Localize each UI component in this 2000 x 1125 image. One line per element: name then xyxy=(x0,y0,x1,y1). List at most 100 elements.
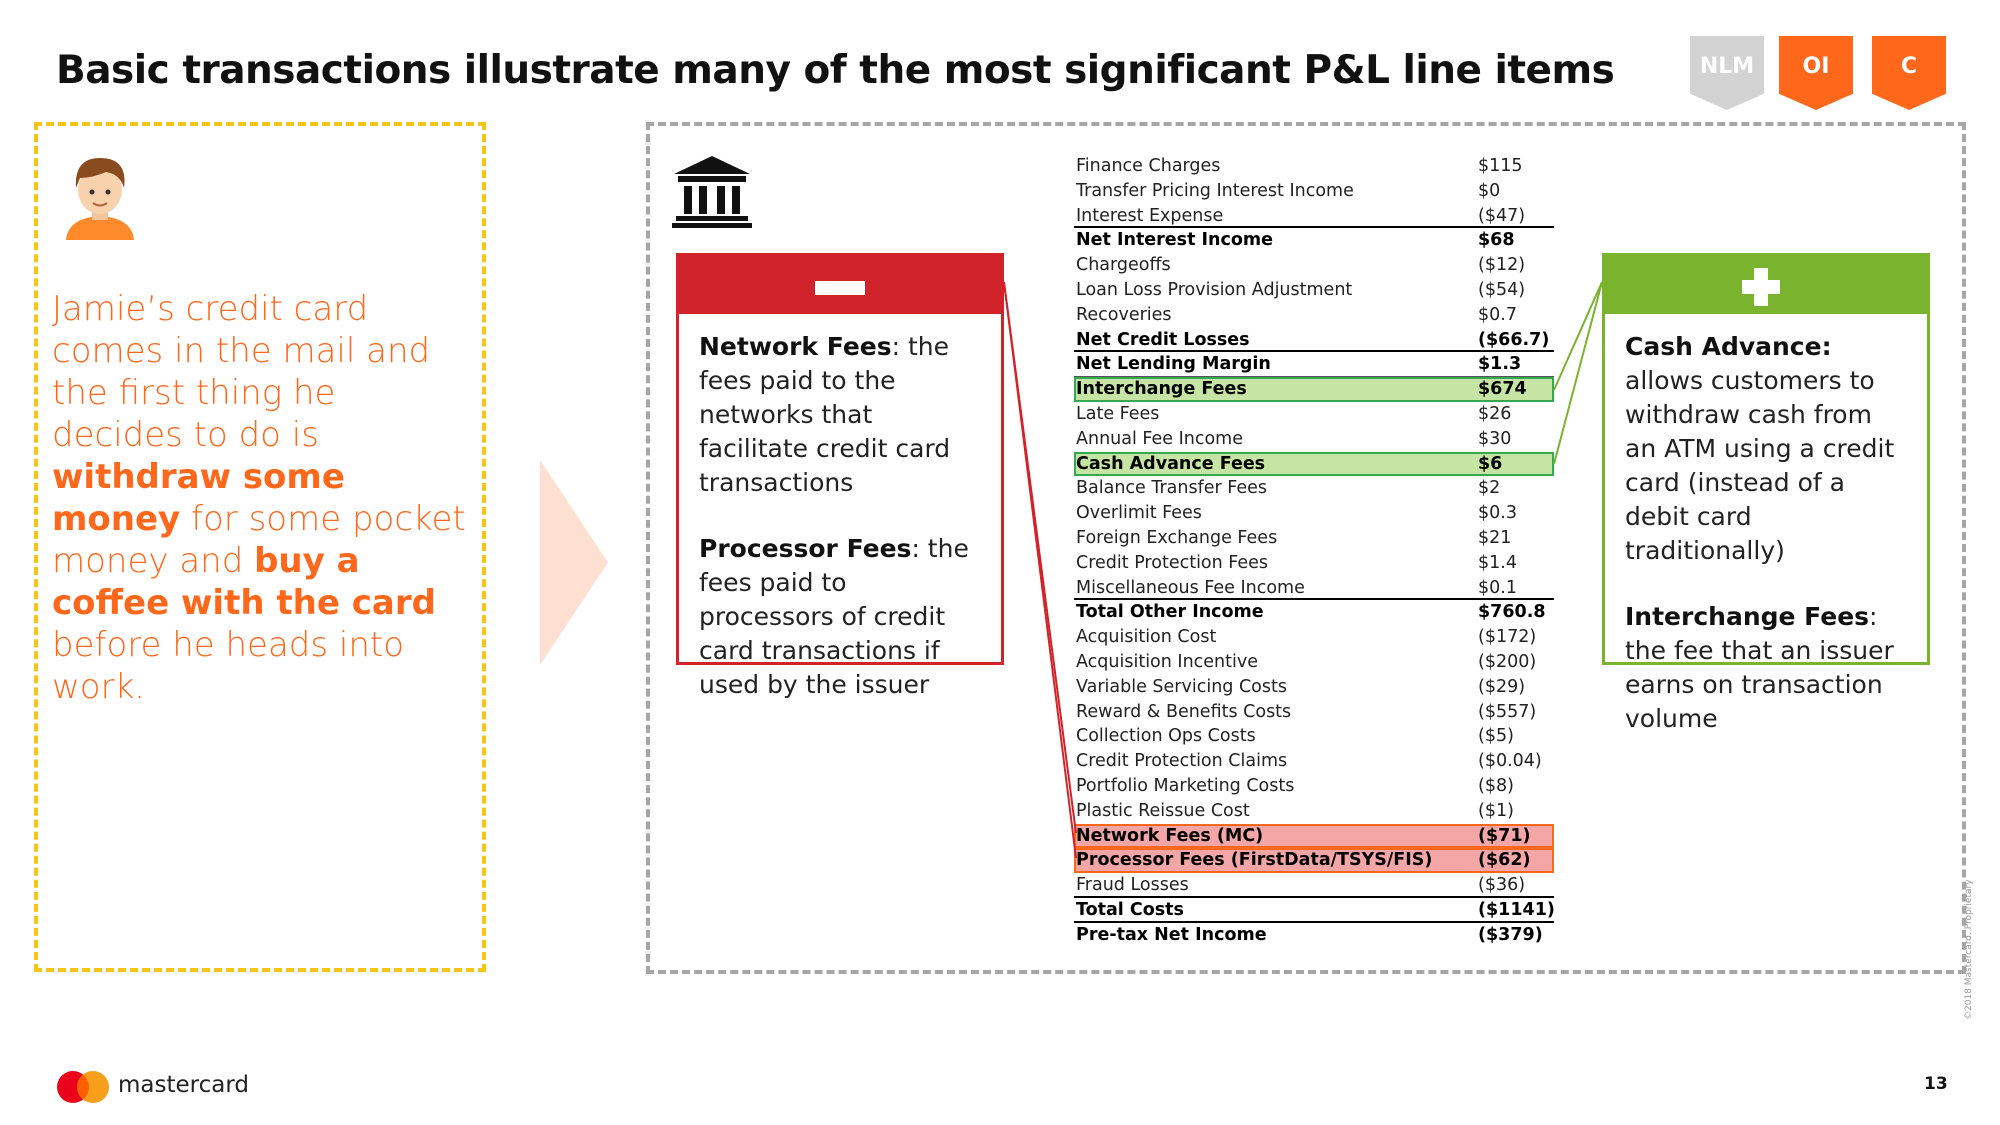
pl-row-value: ($1141) xyxy=(1478,899,1555,920)
pl-row: Foreign Exchange Fees $21 xyxy=(1074,526,1554,551)
pl-row-value: ($200) xyxy=(1478,651,1537,672)
pl-row-label: Recoveries xyxy=(1076,304,1172,325)
pl-row-value: $115 xyxy=(1478,156,1523,176)
pl-row: Network Fees (MC) ($71) xyxy=(1074,823,1554,849)
pl-row: Reward & Benefits Costs ($557) xyxy=(1074,700,1554,725)
pl-row: Portfolio Marketing Costs ($8) xyxy=(1074,774,1554,799)
pl-row-label: Variable Servicing Costs xyxy=(1076,676,1287,697)
person-icon xyxy=(66,158,134,240)
story-text-2: for some pocket money and xyxy=(52,499,466,581)
pl-row-label: Reward & Benefits Costs xyxy=(1076,701,1292,722)
pl-row-value: ($5) xyxy=(1478,726,1514,747)
pl-row-label: Network Fees (MC) xyxy=(1076,825,1264,846)
pl-row-value: ($557) xyxy=(1478,701,1537,722)
pl-row-label: Processor Fees (FirstData/TSYS/FIS) xyxy=(1076,850,1433,871)
pl-row-label: Collection Ops Costs xyxy=(1076,726,1256,747)
pl-row-label: Plastic Reissue Cost xyxy=(1076,800,1250,821)
pl-row: Acquisition Cost ($172) xyxy=(1074,625,1554,650)
pl-row: Interest Expense ($47) xyxy=(1074,204,1554,229)
pl-row: Recoveries $0.7 xyxy=(1074,303,1554,328)
pl-row: Late Fees $26 xyxy=(1074,402,1554,427)
pl-row: Total Costs ($1141) xyxy=(1074,898,1555,923)
pl-row-value: ($66.7) xyxy=(1478,329,1550,350)
pl-row-value: ($62) xyxy=(1478,850,1531,871)
interchange-fees-term: Interchange Fees xyxy=(1625,602,1870,631)
pl-row: Credit Protection Claims ($0.04) xyxy=(1074,749,1554,774)
cash-advance-definition: allows customers to withdraw cash from a… xyxy=(1625,366,1895,565)
tag-oi: OI xyxy=(1779,36,1853,110)
pl-row: Acquisition Incentive ($200) xyxy=(1074,650,1554,675)
pl-row-value: ($71) xyxy=(1478,825,1531,846)
pl-row-label: Portfolio Marketing Costs xyxy=(1076,775,1295,796)
pl-row: Fraud Losses ($36) xyxy=(1074,873,1554,898)
pl-row: Annual Fee Income $30 xyxy=(1074,427,1554,452)
pl-row-label: Miscellaneous Fee Income xyxy=(1076,577,1305,598)
pl-row-value: $68 xyxy=(1478,230,1515,251)
flow-arrow xyxy=(540,460,608,665)
processor-fees-term: Processor Fees xyxy=(699,534,912,563)
pl-row-label: Transfer Pricing Interest Income xyxy=(1076,180,1354,201)
pl-row-label: Credit Protection Fees xyxy=(1076,552,1269,573)
pl-row-value: ($1) xyxy=(1478,800,1514,821)
pl-row-value: $0.1 xyxy=(1478,577,1517,598)
page-number: 13 xyxy=(1924,1074,1948,1094)
mastercard-logo xyxy=(57,1071,109,1103)
story-text-1: Jamie’s credit card comes in the mail an… xyxy=(52,289,431,455)
network-fees-definition: : the fees paid to the networks that fac… xyxy=(699,332,951,497)
pl-row-label: Annual Fee Income xyxy=(1076,428,1243,449)
pl-row-value: $6 xyxy=(1478,453,1503,474)
pl-row-value: $0.7 xyxy=(1478,304,1517,325)
scenario-text: Jamie’s credit card comes in the mail an… xyxy=(52,288,472,708)
pl-row: Plastic Reissue Cost ($1) xyxy=(1074,799,1554,824)
pl-row-value: ($0.04) xyxy=(1478,751,1542,772)
pl-row: Net Lending Margin $1.3 xyxy=(1074,352,1554,378)
income-definition-card: Cash Advance: allows customers to withdr… xyxy=(1602,253,1930,733)
pl-statement: Finance Charges $115 Transfer Pricing Inte… xyxy=(1074,154,1555,948)
pl-row-value: $26 xyxy=(1478,403,1512,424)
pl-row-label: Loan Loss Provision Adjustment xyxy=(1076,279,1353,300)
pl-row: Loan Loss Provision Adjustment ($54) xyxy=(1074,278,1554,303)
page-title: Basic transactions illustrate many of th… xyxy=(56,48,1615,93)
pl-row-value: $1.3 xyxy=(1478,354,1522,375)
interchange-fees-definition: : the fee that an issuer earns on transa… xyxy=(1625,602,1894,733)
brand-name: mastercard xyxy=(118,1072,249,1098)
pl-row-value: ($36) xyxy=(1478,875,1526,896)
scenario-box xyxy=(34,122,486,972)
tag-nlm: NLM xyxy=(1690,36,1764,110)
story-text-3: before he heads into work. xyxy=(52,625,405,707)
pl-row: Total Other Income $760.8 xyxy=(1074,600,1554,625)
cash-advance-term: Cash Advance: xyxy=(1625,332,1832,361)
pl-row-label: Cash Advance Fees xyxy=(1076,453,1266,474)
pl-row-value: ($29) xyxy=(1478,676,1526,697)
pl-row-value: $760.8 xyxy=(1478,602,1546,623)
pl-row-value: ($379) xyxy=(1478,924,1543,945)
pl-row-label: Finance Charges xyxy=(1076,156,1221,176)
pl-row: Net Credit Losses ($66.7) xyxy=(1074,328,1554,353)
copyright-notice: ©2018 Mastercard. Proprietary xyxy=(1964,879,1974,1020)
pl-row-label: Net Credit Losses xyxy=(1076,329,1250,350)
pl-panel xyxy=(646,122,1966,974)
pl-row-label: Net Interest Income xyxy=(1076,230,1274,251)
pl-row: Miscellaneous Fee Income $0.1 xyxy=(1074,576,1554,601)
pl-row-label: Late Fees xyxy=(1076,403,1160,424)
pl-row: Credit Protection Fees $1.4 xyxy=(1074,551,1554,576)
tag-c: C xyxy=(1872,36,1946,110)
pl-row: Finance Charges $115 xyxy=(1074,154,1554,179)
pl-row-value: ($8) xyxy=(1478,775,1514,796)
pl-row-label: Foreign Exchange Fees xyxy=(1076,527,1278,548)
pl-row-label: Fraud Losses xyxy=(1076,875,1189,896)
pl-row-label: Total Costs xyxy=(1076,899,1184,920)
pl-row-value: $0 xyxy=(1478,180,1501,201)
story-highlight-coffee: buy a coffee with the card xyxy=(52,541,436,623)
costs-card-header xyxy=(679,256,1001,314)
pl-row: Collection Ops Costs ($5) xyxy=(1074,724,1554,749)
pl-row-value: ($47) xyxy=(1478,205,1526,226)
pl-row-label: Total Other Income xyxy=(1076,602,1264,623)
pl-row-label: Acquisition Cost xyxy=(1076,627,1217,648)
pl-row: Balance Transfer Fees $2 xyxy=(1074,476,1554,501)
income-card-header xyxy=(1605,256,1927,314)
pl-row: Variable Servicing Costs ($29) xyxy=(1074,675,1554,700)
costs-definition-card: Network Fees: the fees paid to the netwo… xyxy=(676,253,1004,699)
pl-row-label: Interest Expense xyxy=(1076,205,1224,226)
pl-row-label: Acquisition Incentive xyxy=(1076,651,1258,672)
